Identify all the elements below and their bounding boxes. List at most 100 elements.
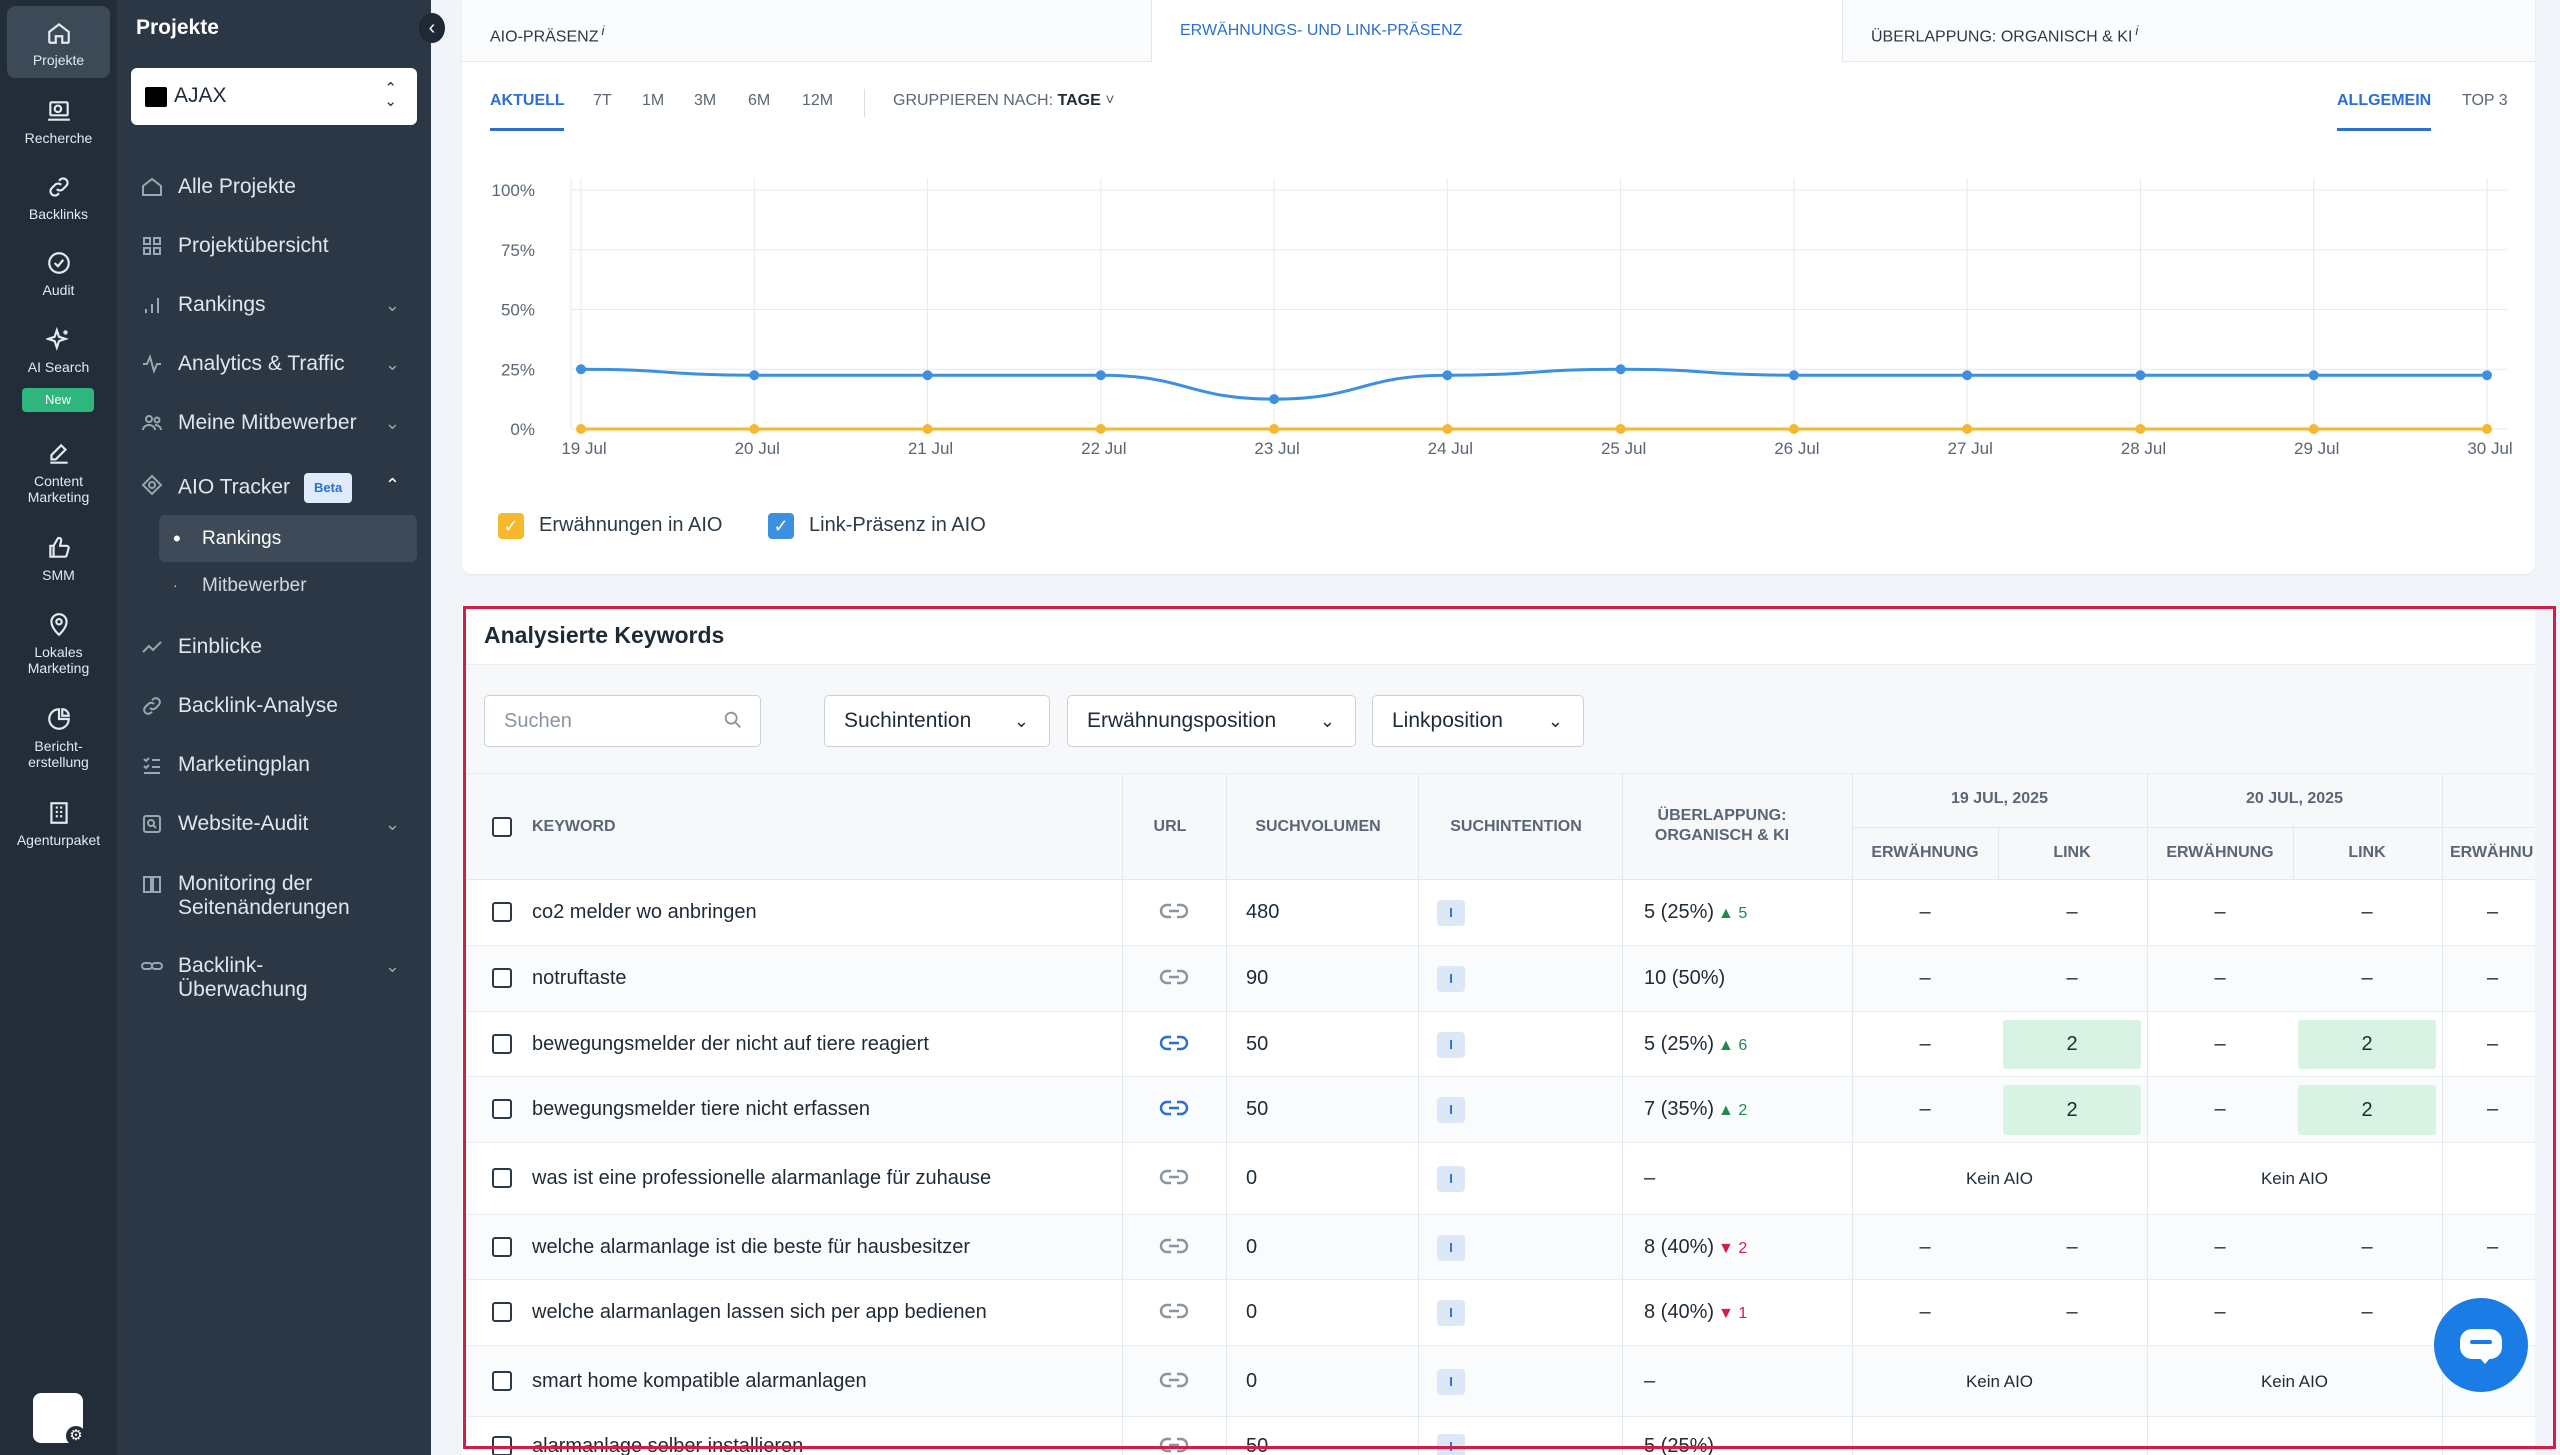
nav-title: Projekte [136, 16, 219, 39]
column-divider [1226, 773, 1227, 1455]
overlap-count: – [1644, 1167, 1656, 1189]
rail-item-content-marketing[interactable]: Content Marketing [7, 441, 110, 511]
link-icon [1159, 903, 1189, 919]
column-url[interactable]: URL [1153, 818, 1187, 835]
column-keyword[interactable]: KEYWORD [532, 818, 616, 835]
tab-aio-praesenz[interactable]: AIO-PRÄSENZ i [462, 0, 1152, 62]
table-row[interactable]: was ist eine professionelle alarmanlage … [462, 1143, 2535, 1215]
rail-item-smm[interactable]: SMM [7, 535, 110, 587]
url-link-button[interactable] [1159, 1435, 1189, 1455]
x-tick-label: 21 Jul [908, 439, 953, 458]
table-row[interactable]: bewegungsmelder tiere nicht erfassen 50 I 7… [462, 1077, 2535, 1143]
row-checkbox[interactable] [492, 1099, 512, 1119]
rail-item-projekte[interactable]: Projekte [7, 6, 110, 78]
search-icon [724, 711, 741, 728]
range-aktuell[interactable]: AKTUELL [490, 92, 565, 109]
row-checkbox[interactable] [492, 1436, 512, 1455]
rail-item-lokales-marketing[interactable]: Lokales Marketing [7, 612, 110, 682]
row-checkbox[interactable] [492, 1302, 512, 1322]
filter-linkposition[interactable]: Linkposition ⌄ [1372, 695, 1584, 747]
url-link-button[interactable] [1159, 901, 1189, 926]
url-link-button[interactable] [1159, 1033, 1189, 1058]
project-selector[interactable]: AJAX ⌃ ⌄ [131, 68, 417, 125]
search-input[interactable]: Suchen [484, 695, 761, 747]
gear-icon[interactable]: ⚙ [66, 1426, 86, 1446]
group-by-dropdown[interactable]: GRUPPIEREN NACH: TAGE ˅ [893, 92, 1115, 110]
rail-label: Bericht-erstellung [28, 738, 89, 770]
url-link-button[interactable] [1159, 1167, 1189, 1192]
url-link-button[interactable] [1159, 1301, 1189, 1326]
audit-icon [143, 815, 161, 833]
row-checkbox[interactable] [492, 902, 512, 922]
row-checkbox[interactable] [492, 1370, 512, 1391]
url-link-button[interactable] [1159, 1370, 1189, 1395]
overlap-value: 10 (50%) [1644, 967, 1725, 990]
column-link[interactable]: LINK [2053, 844, 2091, 861]
chat-button[interactable] [2434, 1298, 2528, 1392]
search-volume: 50 [1246, 1435, 1269, 1455]
rail-item-agenturpaket[interactable]: Agenturpaket [7, 800, 110, 852]
pie-chart-icon [47, 708, 70, 730]
presence-cell[interactable]: 2 [2003, 1020, 2141, 1069]
x-tick-label: 22 Jul [1081, 439, 1126, 458]
search-volume: 50 [1246, 1098, 1269, 1120]
column-erwaehnung[interactable]: ERWÄHNUNG [1871, 844, 1979, 861]
view-top3[interactable]: TOP 3 [2462, 92, 2508, 109]
range-1m[interactable]: 1M [642, 92, 665, 109]
column-suchvolumen[interactable]: SUCHVOLUMEN [1255, 818, 1381, 835]
data-point [1442, 370, 1453, 381]
range-3m[interactable]: 3M [694, 92, 717, 109]
column-erwaehnung[interactable]: ERWÄHNUNG [2166, 844, 2274, 861]
presence-cell[interactable]: 2 [2298, 1020, 2436, 1069]
presence-cell[interactable]: 2 [2003, 1085, 2141, 1135]
chat-icon [2460, 1329, 2502, 1359]
table-row[interactable]: welche alarmanlagen lassen sich per app … [462, 1280, 2535, 1346]
laptop-search-icon [47, 101, 70, 121]
chevron-left-icon: ‹ [428, 17, 436, 39]
overlap-delta: ▲ 2 [1718, 1102, 1748, 1119]
collapse-sidebar-button[interactable]: ‹ [419, 13, 445, 43]
row-checkbox[interactable] [492, 1033, 512, 1054]
column-ueberlappung[interactable]: ÜBERLAPPUNG: ORGANISCH & KI [1654, 807, 1790, 844]
range-12m[interactable]: 12M [802, 92, 834, 109]
select-all-checkbox[interactable] [492, 817, 512, 837]
tab-erwaehnungs-link-praesenz[interactable]: ERWÄHNUNGS- UND LINK-PRÄSENZ [1152, 0, 1843, 62]
presence-cell[interactable]: 2 [2298, 1085, 2436, 1135]
filter-suchintention[interactable]: Suchintention ⌄ [824, 695, 1050, 747]
rail-item-berichterstellung[interactable]: Bericht-erstellung [7, 706, 110, 776]
url-link-button[interactable] [1159, 1236, 1189, 1261]
rail-item-backlinks[interactable]: Backlinks [7, 174, 110, 226]
keyword-text: bewegungsmelder der nicht auf tiere reag… [532, 1032, 929, 1055]
rail-item-ai-search[interactable]: AI Search [7, 327, 110, 379]
x-tick-label: 23 Jul [1254, 439, 1299, 458]
table-row[interactable]: smart home kompatible alarmanlagen 0 I – Kei… [462, 1346, 2535, 1417]
url-link-button[interactable] [1159, 967, 1189, 992]
column-suchintention[interactable]: SUCHINTENTION [1450, 818, 1582, 835]
table-row[interactable]: co2 melder wo anbringen 480 I 5 (25%) ▲ 5 – – –… [462, 880, 2535, 946]
subnav-item-mitbewerber[interactable]: · Mitbewerber [159, 562, 417, 609]
table-row[interactable]: notruftaste 90 I 10 (50%) – – – – – [462, 946, 2535, 1012]
table-row[interactable]: welche alarmanlage ist die beste für hau… [462, 1215, 2535, 1280]
rail-item-recherche[interactable]: Recherche [7, 98, 110, 150]
row-checkbox[interactable] [492, 968, 512, 988]
overlap-value: – [1644, 1167, 1655, 1190]
row-checkbox[interactable] [492, 1236, 512, 1257]
subnav-item-rankings[interactable]: • Rankings [159, 515, 417, 562]
column-link[interactable]: LINK [2348, 844, 2386, 861]
range-7t[interactable]: 7T [593, 92, 612, 109]
range-6m[interactable]: 6M [748, 92, 771, 109]
row-checkbox[interactable] [492, 1168, 512, 1188]
keyword-text: welche alarmanlage ist die beste für hau… [532, 1235, 971, 1258]
url-link-button[interactable] [1159, 1098, 1189, 1123]
rail-item-audit[interactable]: Audit [7, 250, 110, 302]
view-allgemein[interactable]: ALLGEMEIN [2337, 92, 2432, 109]
tab-ueberlappung[interactable]: ÜBERLAPPUNG: ORGANISCH & KI i [1843, 0, 2535, 62]
column-erwaehnung-cut[interactable]: ERWÄHNU [2450, 844, 2534, 861]
table-row[interactable]: alarmanlage selber installieren 50 I 5 (25%… [462, 1417, 2535, 1455]
chat-bubble-tail [2478, 1356, 2492, 1364]
overlap-count: – [1644, 1369, 1656, 1392]
beta-badge: Beta [304, 473, 353, 503]
table-row[interactable]: bewegungsmelder der nicht auf tiere reag… [462, 1012, 2535, 1077]
keyword-text: notruftaste [532, 967, 627, 989]
filter-erwaehnungsposition[interactable]: Erwähnungsposition ⌄ [1067, 695, 1356, 747]
